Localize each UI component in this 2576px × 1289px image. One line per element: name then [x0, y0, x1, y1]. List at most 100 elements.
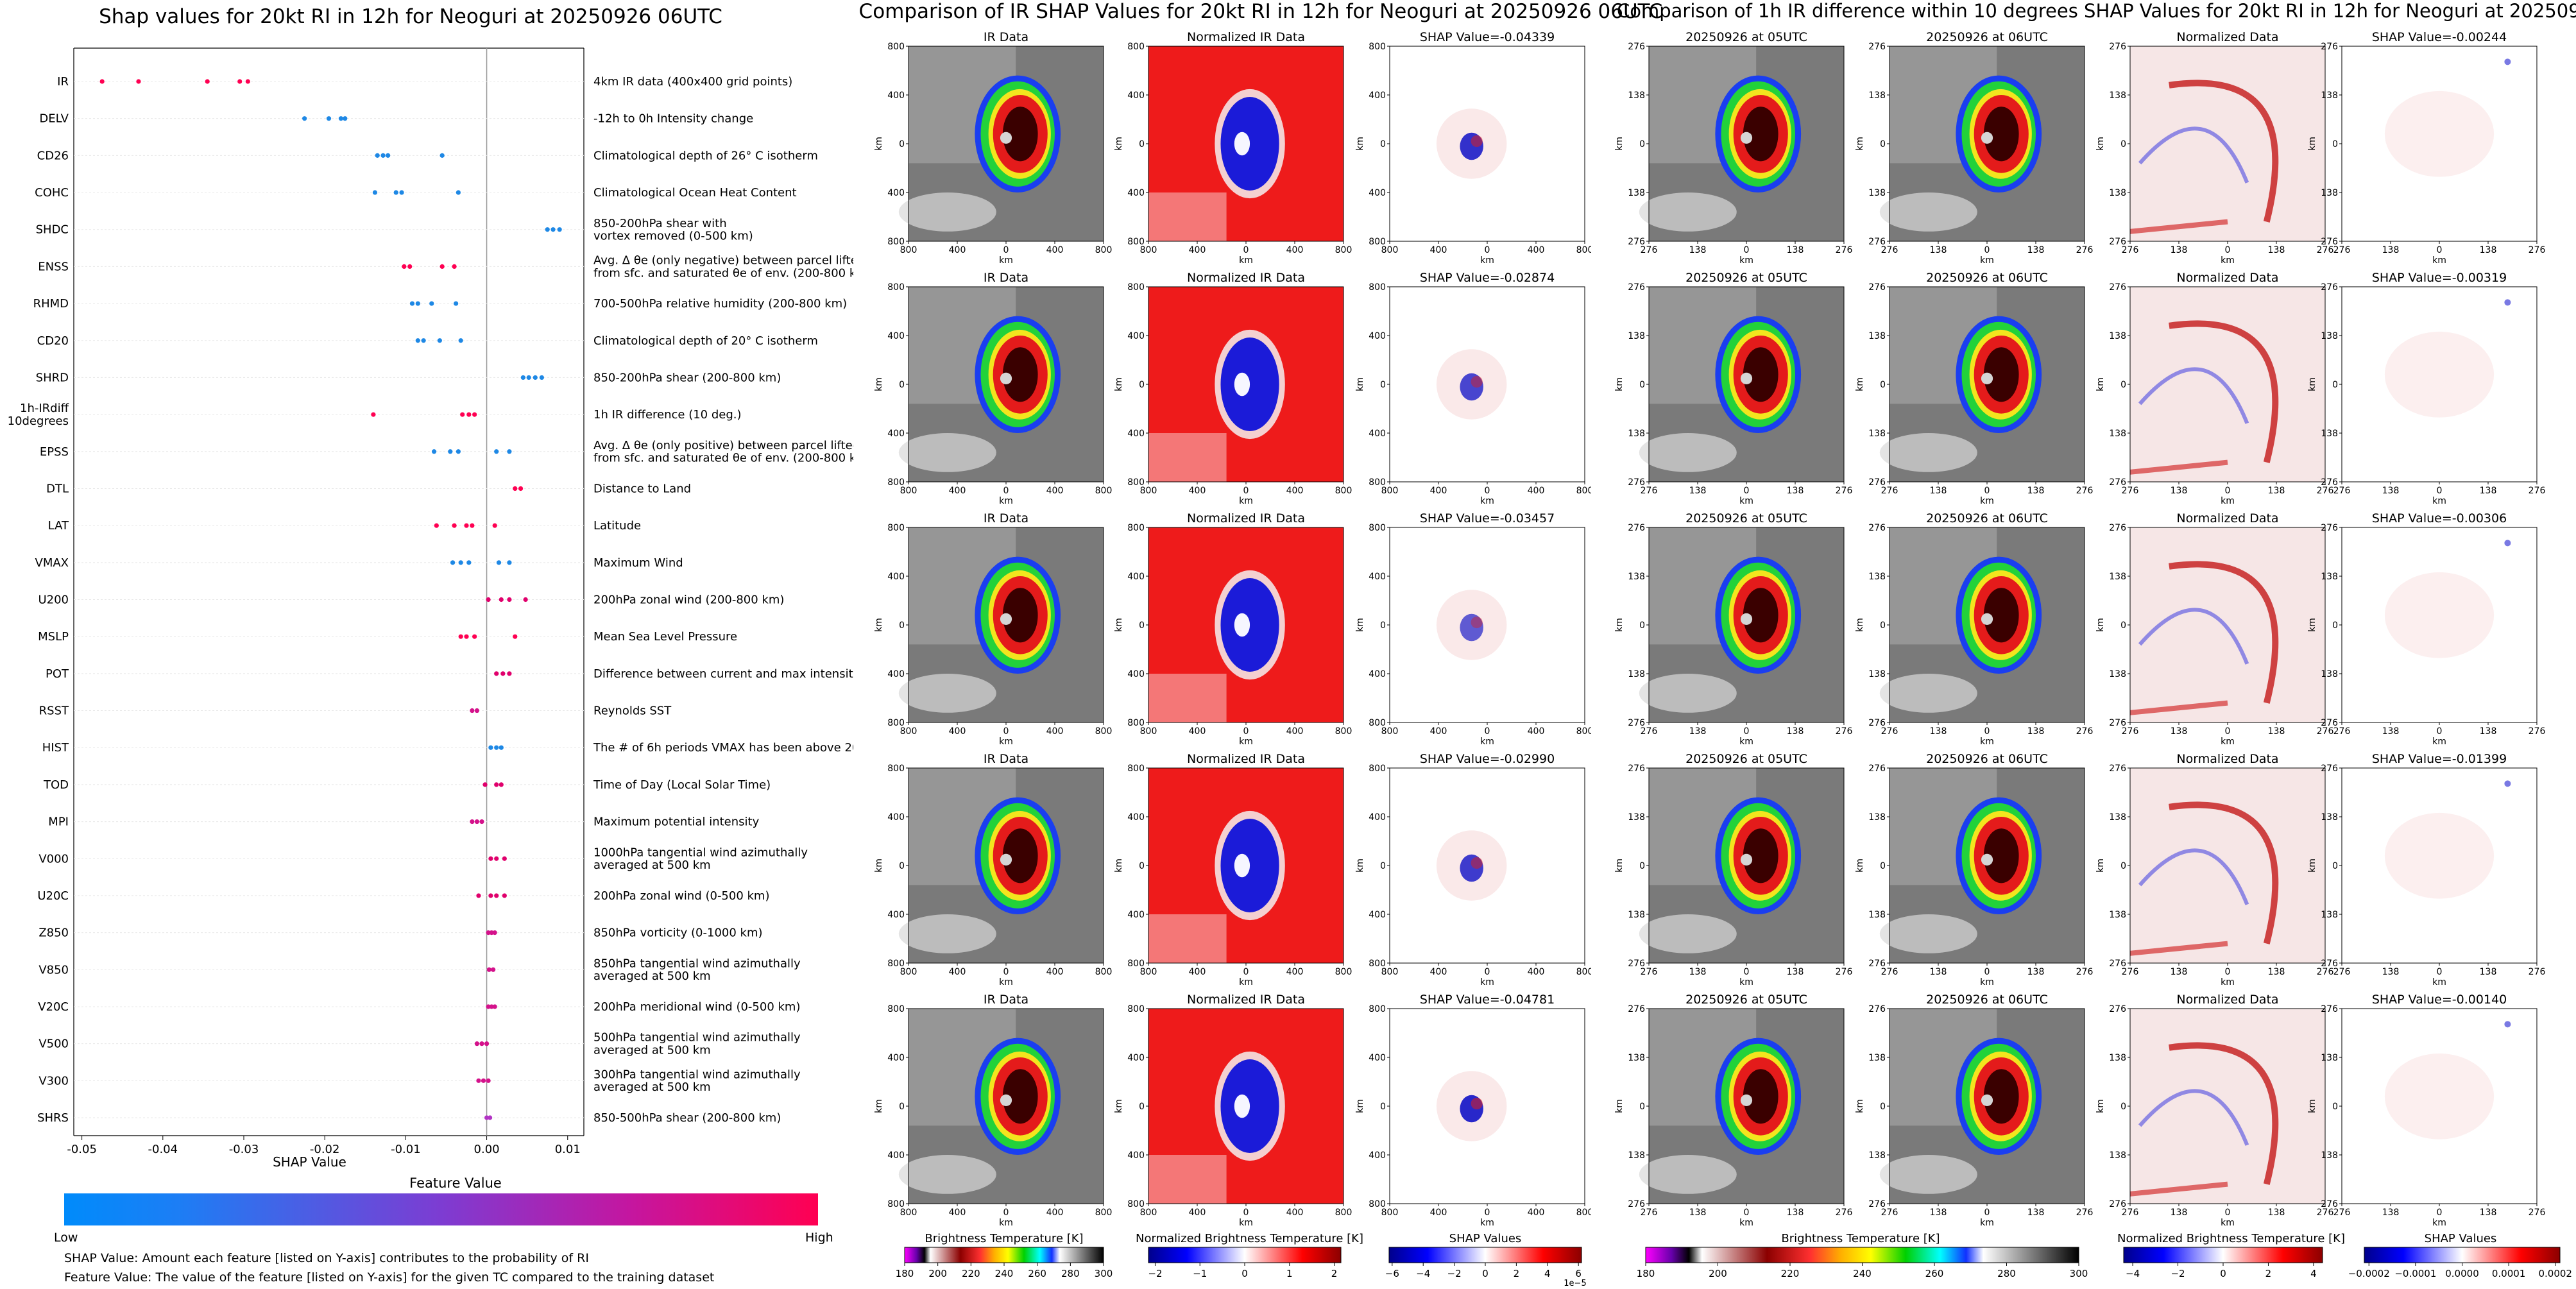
y-tick-label: 800: [887, 477, 905, 488]
y-tick-label: 276: [2109, 523, 2126, 533]
y-tick-label: 400: [887, 1150, 905, 1161]
shap-point: [450, 560, 456, 565]
storm-eye: [1740, 853, 1753, 866]
shap-point: [466, 560, 472, 565]
shap-point: [464, 634, 469, 639]
x-axis-label: km: [1739, 737, 1753, 747]
y-tick-label: 400: [1127, 572, 1145, 582]
y-tick-label: 138: [1868, 669, 1886, 679]
y-tick-label: 400: [887, 90, 905, 101]
colorbar-tick-label: −0.0001: [2394, 1268, 2436, 1279]
y-tick-label: 800: [887, 42, 905, 52]
y-tick-label: 138: [1628, 572, 1645, 582]
y-axis-label: km: [2307, 858, 2317, 873]
colorbar-tick-label: 220: [962, 1268, 980, 1279]
norm-band: [1148, 192, 1227, 241]
x-tick-label: 0: [1744, 726, 1750, 737]
colorbar-tick-label: 0.0001: [2492, 1268, 2526, 1279]
y-tick-label: 276: [2321, 764, 2338, 774]
feature-description: 1000hPa tangential wind azimuthally avera…: [593, 846, 808, 872]
x-tick-label: 0: [1243, 1208, 1249, 1218]
x-tick-label: 400: [1189, 726, 1206, 737]
x-axis-label: km: [1239, 255, 1253, 266]
y-axis-label: km: [2307, 137, 2317, 151]
x-tick-label: 400: [1046, 967, 1064, 977]
y-tick-label: 0: [1639, 139, 1645, 149]
shap-point: [486, 1004, 491, 1009]
norm-core: [1220, 97, 1279, 191]
y-tick-label: 276: [2321, 959, 2338, 969]
x-tick-label: 0.00: [474, 1143, 500, 1156]
shapdiff-spot: [2504, 58, 2511, 65]
y-tick-label: 800: [1127, 1199, 1145, 1209]
panel-title: Normalized IR Data: [1187, 30, 1305, 44]
storm-core: [1983, 107, 2019, 162]
feature-description: 200hPa zonal wind (0-500 km): [593, 889, 770, 903]
y-tick-label: 400: [887, 572, 905, 582]
shap-point: [409, 301, 415, 306]
feature-description: Difference between current and max inten…: [593, 667, 853, 681]
norm-eye: [1234, 1094, 1250, 1118]
x-tick-label: 400: [949, 245, 966, 255]
x-tick-label: 800: [1335, 726, 1352, 737]
x-tick-label: 400: [1189, 486, 1206, 496]
shap-point: [507, 671, 512, 676]
y-tick-label: 400: [1369, 429, 1386, 439]
y-tick-label: 138: [2109, 572, 2126, 582]
y-tick-label: 0: [1639, 1102, 1645, 1112]
x-axis-label: km: [2432, 1218, 2446, 1228]
y-tick-label: 276: [1628, 523, 1645, 533]
y-tick-label: 400: [1127, 1053, 1145, 1063]
y-tick-label: 400: [1127, 331, 1145, 341]
x-tick-label: 276: [2333, 726, 2351, 737]
x-tick-label: 138: [1787, 486, 1804, 496]
x-tick-label: 0: [2437, 245, 2443, 255]
x-tick-label: 276: [1836, 245, 1853, 255]
feature-colorbar: [64, 1193, 818, 1225]
norm-band: [1148, 1155, 1227, 1204]
x-tick-label: 276: [1881, 726, 1898, 737]
y-tick-label: 400: [1369, 812, 1386, 823]
panel-title: IR Data: [984, 271, 1028, 285]
y-axis-label: km: [1614, 618, 1625, 632]
colorbar-tick-label: 180: [896, 1268, 914, 1279]
y-axis-label: km: [2307, 618, 2317, 632]
y-tick-label: 400: [1127, 90, 1145, 101]
x-axis-label: km: [1980, 1218, 1994, 1228]
y-tick-label: 0: [1880, 620, 1886, 631]
x-tick-label: 138: [2171, 245, 2188, 255]
x-axis-label: km: [1480, 1218, 1494, 1228]
x-tick-label: 138: [1689, 245, 1707, 255]
shap-point: [402, 264, 407, 269]
y-tick-label: 138: [2321, 812, 2338, 823]
x-tick-label: 276: [2122, 245, 2139, 255]
y-tick-label: 0: [1880, 380, 1886, 390]
right-cb3-label: SHAP Values: [2424, 1232, 2497, 1245]
panel-title: Normalized Data: [2176, 271, 2278, 285]
x-tick-label: 276: [2529, 245, 2546, 255]
shap-point: [484, 1041, 490, 1046]
shap-point: [458, 634, 463, 639]
storm-eye: [1000, 372, 1012, 384]
x-tick-label: 800: [1335, 967, 1352, 977]
x-tick-label: -0.05: [67, 1143, 97, 1156]
y-tick-label: 400: [1127, 812, 1145, 823]
cloud-band: [898, 192, 996, 232]
y-tick-label: 800: [887, 237, 905, 247]
y-tick-label: 276: [2321, 1199, 2338, 1209]
norm-band: [1148, 674, 1227, 722]
shap-point: [205, 79, 210, 84]
x-tick-label: 138: [2480, 726, 2497, 737]
y-tick-label: 276: [1868, 523, 1886, 533]
shap-point: [502, 856, 507, 861]
colorbar-tick-label: 0.0000: [2445, 1268, 2479, 1279]
shap-point: [476, 893, 481, 898]
feature-code-label: ENSS: [38, 260, 69, 273]
shap-point: [488, 745, 493, 750]
colorbar-tick-label: 0: [1482, 1268, 1488, 1279]
feature-code-label: RSST: [39, 704, 69, 718]
y-tick-label: 800: [887, 523, 905, 533]
y-axis-label: km: [2095, 137, 2106, 151]
cloud-band: [1879, 433, 1977, 472]
y-tick-label: 276: [1628, 42, 1645, 52]
